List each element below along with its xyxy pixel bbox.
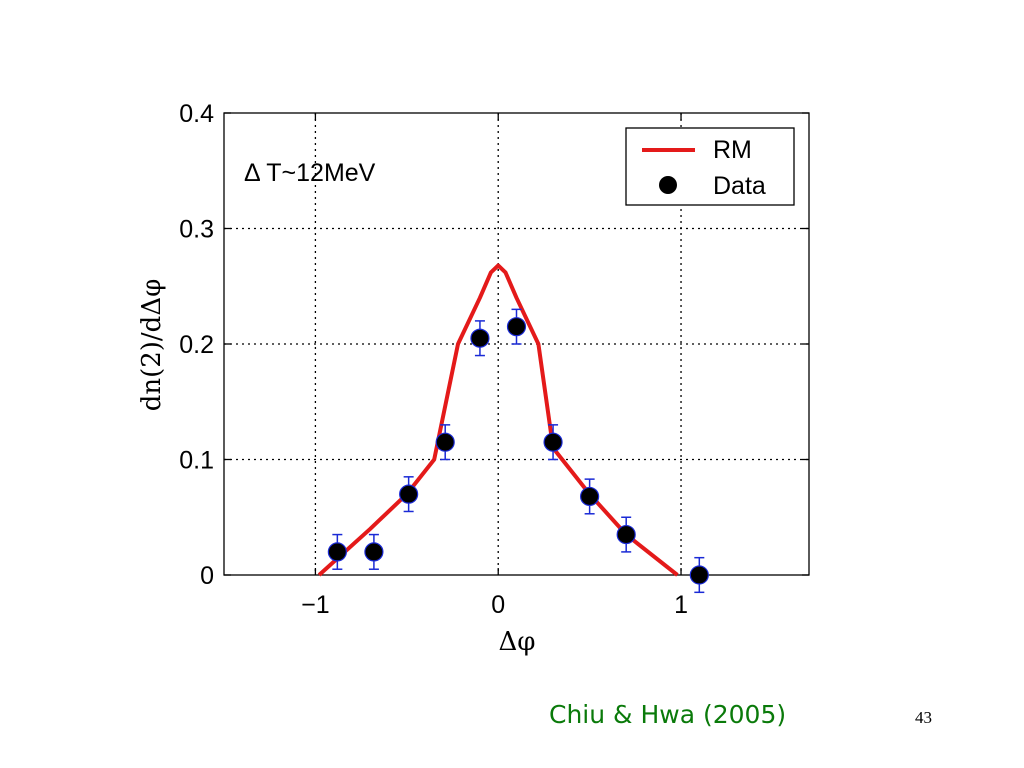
tick-marks: [224, 112, 809, 576]
y-tick-label: 0.4: [179, 100, 214, 128]
data-point: [399, 484, 419, 504]
y-tick-labels: 0 0.1 0.2 0.3 0.4: [179, 100, 214, 590]
data-points: [327, 317, 709, 585]
legend-data-label: Data: [713, 172, 766, 200]
citation: Chiu & Hwa (2005): [549, 700, 787, 729]
x-axis-label: Δφ: [499, 627, 536, 657]
data-point: [616, 524, 636, 545]
x-tick-label: −1: [301, 591, 330, 619]
y-tick-label: 0.1: [179, 447, 214, 475]
data-point: [470, 328, 490, 348]
y-axis-label: dn(2)/dΔφ: [137, 279, 167, 412]
x-tick-label: 0: [491, 591, 505, 619]
data-point: [543, 432, 563, 452]
legend: RM Data: [625, 127, 795, 206]
data-point: [435, 432, 455, 452]
y-tick-label: 0.2: [179, 331, 214, 359]
legend-rm-label: RM: [713, 136, 752, 164]
chart-annotation: Δ T~12MeV: [244, 159, 376, 187]
y-tick-label: 0: [200, 562, 214, 590]
legend-data-swatch: [659, 176, 677, 194]
data-point: [506, 317, 527, 337]
y-tick-label: 0.3: [179, 216, 214, 244]
rm-series-line: [317, 263, 679, 577]
legend-box: [625, 127, 795, 206]
data-point: [327, 542, 347, 562]
grid-lines: [224, 113, 809, 575]
data-point: [364, 542, 384, 562]
slide-number: 43: [915, 708, 932, 727]
x-tick-labels: −1 0 1: [301, 591, 688, 619]
data-point: [689, 565, 709, 585]
x-tick-label: 1: [674, 591, 688, 619]
data-point: [580, 486, 600, 507]
